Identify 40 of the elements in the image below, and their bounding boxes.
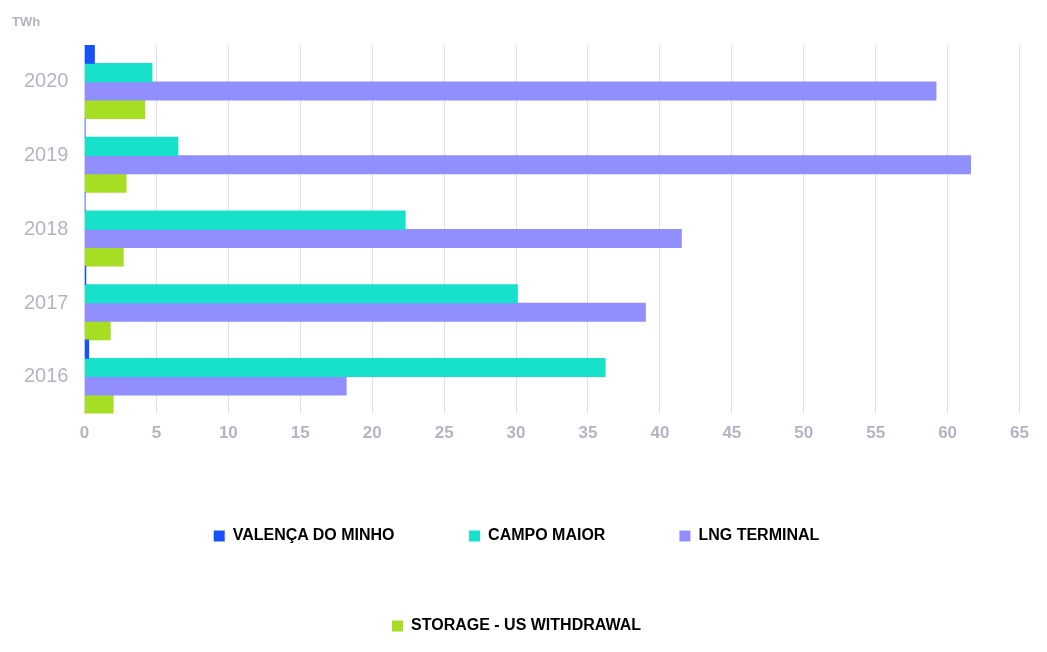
bar — [84, 173, 127, 193]
legend-label: VALENÇA DO MINHO — [232, 526, 395, 544]
legend-label: LNG TERMINAL — [698, 526, 820, 544]
x-tick-label: 15 — [290, 423, 310, 443]
y-tick-label: 2019 — [23, 143, 69, 166]
x-tick-label: 20 — [362, 423, 382, 443]
x-tick-label: 35 — [578, 423, 598, 443]
y-tick-label: 2017 — [23, 290, 69, 313]
x-tick-label: 5 — [151, 423, 162, 443]
bar — [84, 321, 111, 341]
legend-label: CAMPO MAIOR — [488, 526, 606, 544]
bar — [84, 284, 518, 304]
y-axis-title: TWh — [12, 14, 41, 30]
x-tick-label: 40 — [650, 423, 670, 443]
bar — [84, 45, 95, 64]
bar — [84, 63, 153, 83]
x-tick-label: 45 — [722, 423, 742, 443]
bar — [84, 394, 114, 414]
bar — [84, 302, 646, 322]
x-tick-label: 30 — [506, 423, 526, 443]
x-tick-label: 65 — [1010, 423, 1030, 443]
bar — [84, 81, 937, 101]
x-tick-label: 0 — [79, 423, 90, 443]
bar — [84, 376, 347, 396]
bar — [84, 247, 124, 267]
bar — [84, 228, 682, 249]
x-tick-label: 10 — [218, 423, 238, 443]
bar — [84, 155, 971, 175]
x-tick-label: 25 — [434, 423, 454, 443]
y-tick-label: 2016 — [23, 364, 69, 387]
y-tick-label: 2018 — [23, 216, 69, 239]
x-tick-label: 55 — [866, 423, 886, 443]
bar — [84, 99, 146, 120]
x-tick-label: 60 — [938, 423, 958, 443]
bar — [84, 357, 606, 378]
y-tick-label: 2020 — [23, 69, 69, 92]
legend-label: STORAGE - US WITHDRAWAL — [411, 616, 642, 634]
bar — [84, 210, 406, 230]
x-tick-label: 50 — [794, 423, 814, 443]
bar — [84, 136, 179, 156]
